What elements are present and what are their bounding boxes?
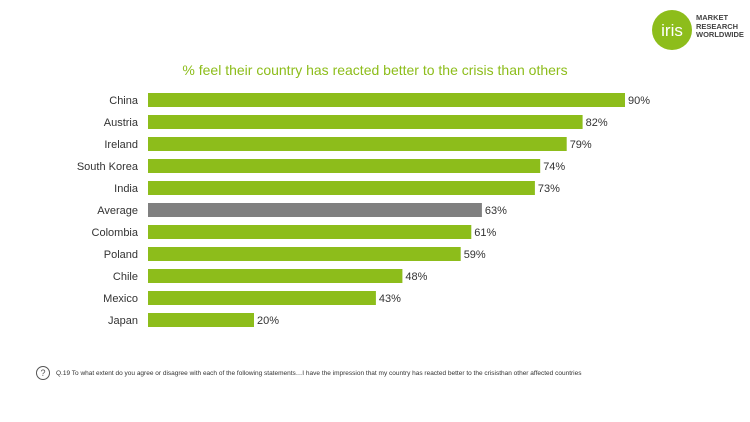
value-label: 79%	[570, 139, 592, 151]
value-label: 61%	[474, 227, 496, 239]
bar	[148, 93, 625, 107]
category-label: Austria	[104, 117, 139, 129]
category-label: Average	[97, 205, 138, 217]
category-label: Mexico	[103, 293, 138, 305]
bar	[148, 137, 567, 151]
bar-chart: China 90% Austria 82% Ireland 79% South Korea 7…	[77, 93, 650, 327]
value-label: 90%	[628, 95, 650, 107]
brand-line-worldwide: WORLDWIDE	[696, 30, 744, 39]
bar	[148, 269, 403, 283]
bar	[148, 203, 482, 217]
value-label: 59%	[464, 249, 486, 261]
value-label: 73%	[538, 183, 560, 195]
value-label: 82%	[586, 117, 608, 129]
bar	[148, 115, 583, 129]
bar	[148, 159, 541, 173]
category-label: Japan	[108, 315, 138, 327]
category-label: Poland	[104, 249, 138, 261]
category-label: India	[114, 183, 139, 195]
bar	[148, 247, 461, 261]
bar	[148, 291, 376, 305]
question-circle-icon: ?	[36, 366, 50, 380]
iris-logo: iris	[652, 10, 692, 50]
category-label: China	[109, 95, 139, 107]
value-label: 43%	[379, 293, 401, 305]
value-label: 20%	[257, 315, 279, 327]
logo-wordmark: iris	[661, 21, 683, 40]
brand-line-research: RESEARCH	[696, 21, 739, 31]
brand-tagline: MARKET RESEARCH WORLDWIDE	[696, 13, 744, 40]
chart-title: % feel their country has reacted better …	[182, 62, 568, 78]
bar	[148, 313, 254, 327]
brand-line-market: MARKET	[696, 13, 729, 22]
logo-circle	[652, 10, 692, 50]
bar	[148, 181, 535, 195]
footnote-text: Q.19 To what extent do you agree or disa…	[56, 370, 582, 377]
category-label: Colombia	[92, 227, 139, 239]
category-label: Chile	[113, 271, 138, 283]
category-label: Ireland	[104, 139, 138, 151]
bar	[148, 225, 472, 239]
value-label: 63%	[485, 205, 507, 217]
category-label: South Korea	[77, 161, 139, 173]
value-label: 74%	[543, 161, 565, 173]
value-label: 48%	[405, 271, 427, 283]
